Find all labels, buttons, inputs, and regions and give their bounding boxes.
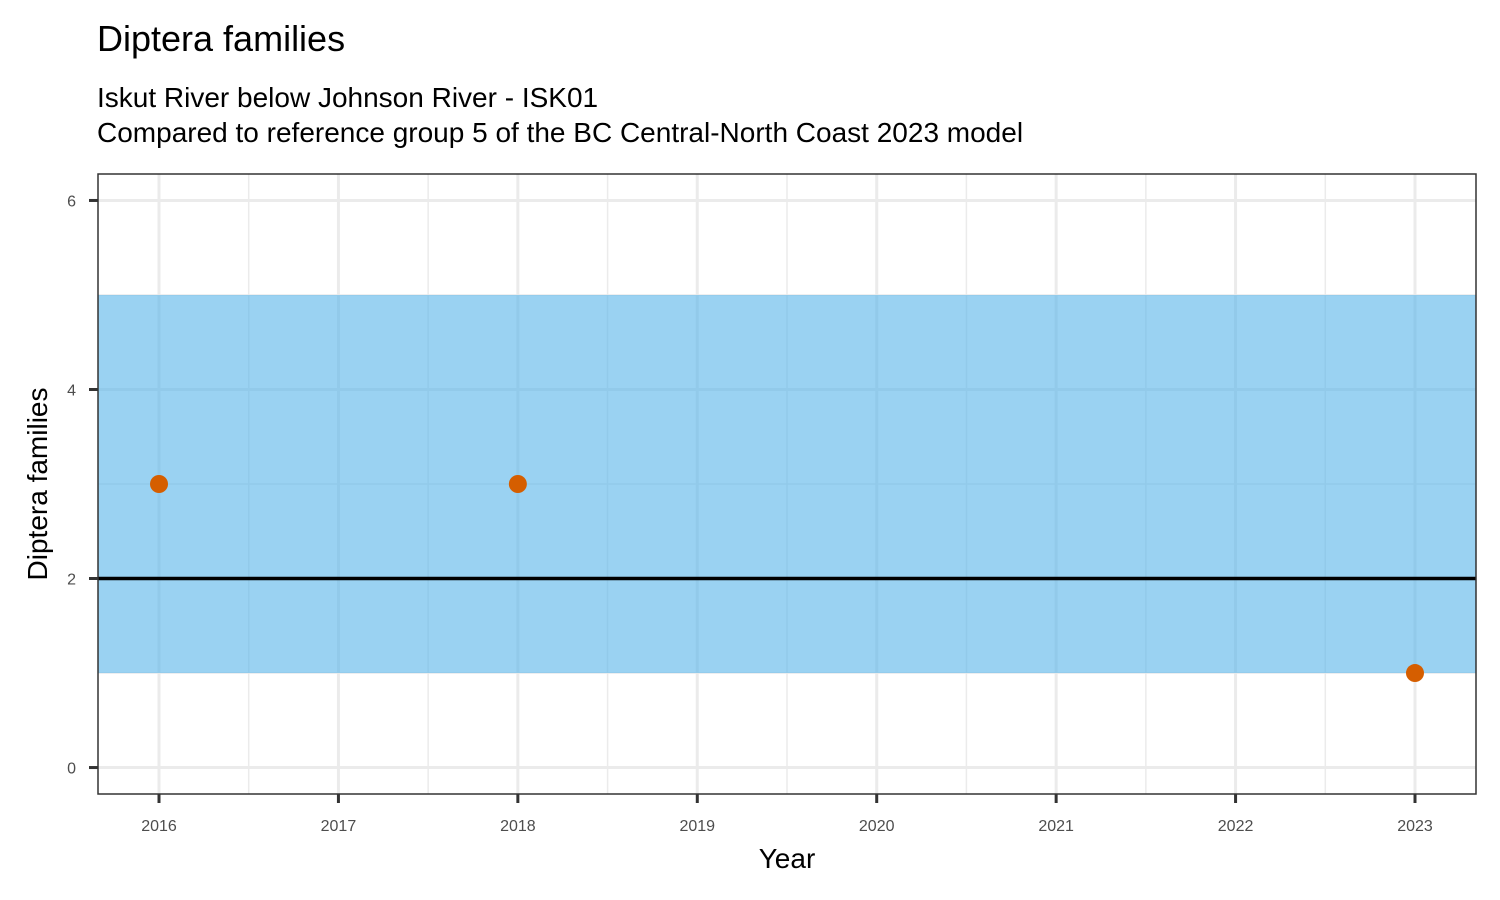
chart-subtitle-line-2: Compared to reference group 5 of the BC … <box>97 117 1024 148</box>
x-tick-label: 2022 <box>1218 818 1254 835</box>
data-point <box>508 475 527 493</box>
y-tick-label: 2 <box>67 572 76 589</box>
data-points <box>150 475 1424 683</box>
y-axis: 0 2 4 6 <box>67 193 98 778</box>
reference-band <box>98 294 1476 674</box>
x-tick-label: 2020 <box>859 818 895 835</box>
x-axis: 2016 2017 2018 2019 2020 2021 2022 2023 <box>141 794 1433 835</box>
chart-subtitle-line-1: Iskut River below Johnson River - ISK01 <box>97 82 599 113</box>
y-tick-label: 0 <box>67 761 76 778</box>
data-point <box>1405 664 1424 683</box>
x-tick-label: 2017 <box>321 818 357 835</box>
x-tick-label: 2023 <box>1397 818 1433 835</box>
x-tick-label: 2016 <box>141 818 177 835</box>
chart-title: Diptera families <box>97 18 346 59</box>
x-tick-label: 2018 <box>500 818 536 835</box>
x-tick-label: 2021 <box>1038 818 1074 835</box>
x-axis-title: Year <box>759 843 816 874</box>
panel-border <box>97 173 1477 795</box>
y-tick-label: 6 <box>67 193 76 210</box>
x-tick-label: 2019 <box>679 818 715 835</box>
y-tick-label: 4 <box>67 382 76 399</box>
data-point <box>150 475 169 493</box>
y-axis-title: Diptera families <box>22 388 53 581</box>
